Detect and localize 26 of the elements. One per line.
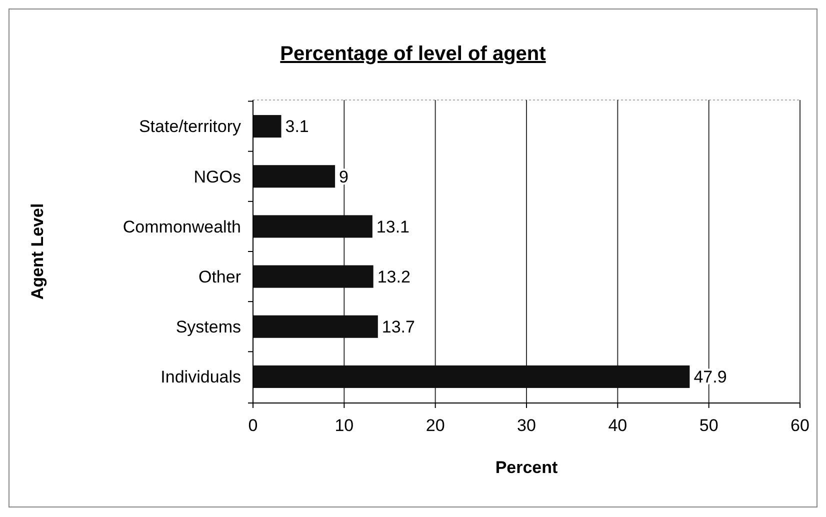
bar [253,165,336,188]
bar [253,115,282,138]
x-tick-label: 10 [334,416,354,435]
x-tick-label: 40 [608,416,628,435]
y-tick-label: Other [198,267,242,286]
x-tick-label: 0 [248,416,258,435]
x-tick-label: 50 [699,416,718,435]
y-tick-label: State/territory [138,117,242,136]
y-tick-label: Individuals [160,368,241,387]
data-label: 13.7 [382,318,415,337]
data-label: 3.1 [285,117,309,136]
y-axis-title: Agent Level [28,203,47,300]
y-tick-label: NGOs [194,167,241,186]
x-tick-label: 30 [517,416,536,435]
bar [253,315,378,338]
bar [253,215,372,238]
bar [253,265,374,288]
bar [253,365,690,388]
y-tick-label: Systems [176,318,241,337]
chart-title: Percentage of level of agent [280,43,546,65]
data-label: 13.1 [376,217,410,236]
x-axis-title: Percent [495,458,558,477]
x-tick-label: 20 [426,416,445,435]
y-tick-label: Commonwealth [122,217,241,236]
x-tick-label: 60 [790,416,810,435]
data-label: 13.2 [377,267,410,286]
